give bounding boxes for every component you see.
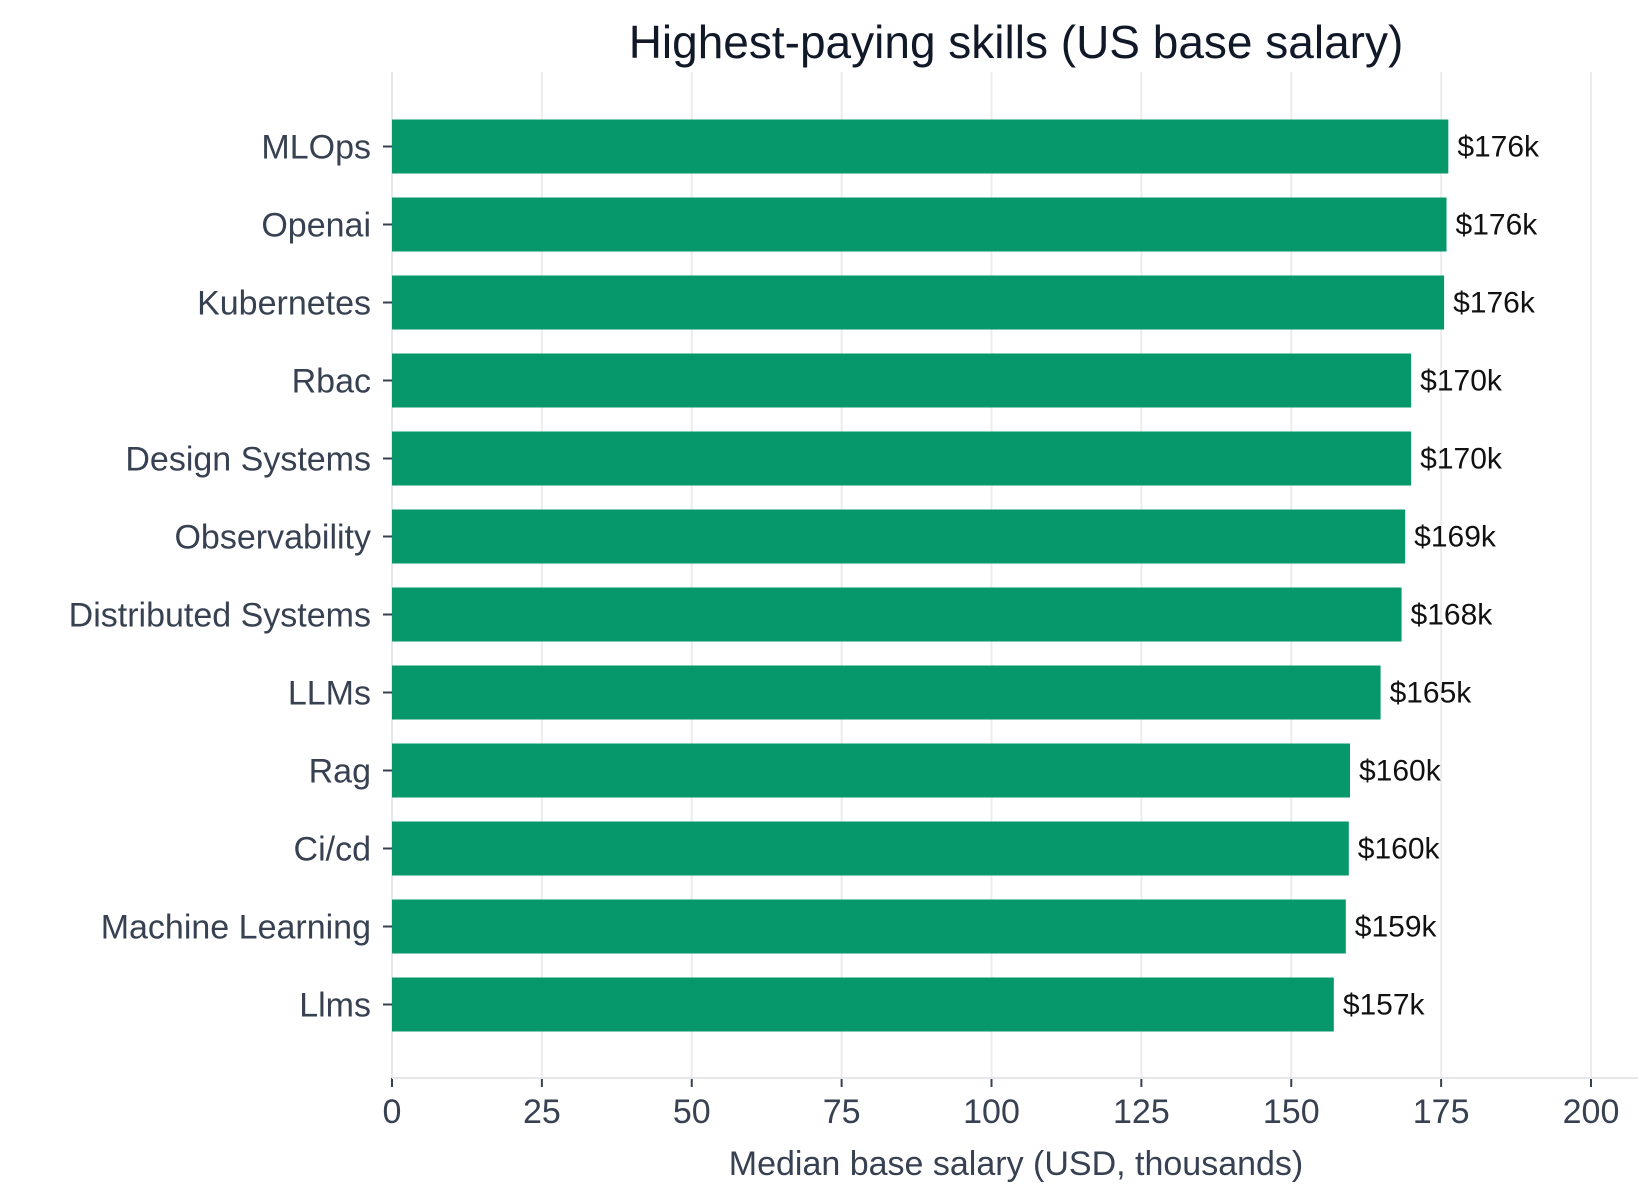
- y-tick-label: Observability: [174, 519, 371, 557]
- y-tick-label: Distributed Systems: [69, 597, 371, 635]
- bar-ci-cd: [392, 821, 1349, 876]
- bar-mlops: [392, 119, 1449, 174]
- x-tick-label: 125: [1113, 1093, 1170, 1131]
- y-tick-label: Openai: [261, 207, 371, 245]
- y-tick-label: Rbac: [292, 363, 371, 401]
- x-tick-label: 50: [673, 1093, 711, 1131]
- bar-rbac: [392, 353, 1412, 408]
- y-tick-label: MLOps: [261, 129, 371, 167]
- y-tick-label: Design Systems: [125, 441, 371, 479]
- bar-openai: [392, 197, 1447, 252]
- x-tick-label: 175: [1413, 1093, 1470, 1131]
- bar-value-label: $176k: [1457, 131, 1540, 164]
- bar-value-label: $169k: [1414, 521, 1497, 554]
- bar-value-label: $168k: [1411, 599, 1494, 632]
- bar-layer: [392, 119, 1449, 1032]
- bar-machine-learning: [392, 899, 1346, 954]
- bar-value-label: $170k: [1420, 443, 1503, 476]
- bar-llms: [392, 977, 1334, 1032]
- y-tick-label: Rag: [309, 753, 371, 791]
- y-tick-label: Kubernetes: [197, 285, 371, 323]
- y-tick-label: Llms: [299, 987, 371, 1025]
- chart-title: Highest-paying skills (US base salary): [629, 16, 1404, 68]
- y-tick-label: Ci/cd: [294, 831, 371, 869]
- label-layer: MLOps $176k Openai $176k Kubernetes $176k Rbac…: [69, 129, 1540, 1025]
- x-tick-label: 150: [1263, 1093, 1320, 1131]
- y-tick-label: LLMs: [288, 675, 371, 713]
- bar-design-systems: [392, 431, 1412, 486]
- bar-distributed-systems: [392, 587, 1402, 642]
- bar-value-label: $159k: [1355, 911, 1438, 944]
- bar-value-label: $160k: [1358, 833, 1441, 866]
- bar-value-label: $160k: [1359, 755, 1442, 788]
- x-tick-label: 25: [523, 1093, 561, 1131]
- bar-llms: [392, 665, 1381, 720]
- y-tick-label: Machine Learning: [101, 909, 371, 947]
- x-tick-label: 100: [963, 1093, 1020, 1131]
- bar-observability: [392, 509, 1406, 564]
- x-axis-title: Median base salary (USD, thousands): [729, 1145, 1304, 1183]
- bar-value-label: $176k: [1453, 287, 1536, 320]
- bar-value-label: $165k: [1390, 677, 1473, 710]
- x-tick-label: 75: [823, 1093, 861, 1131]
- bar-value-label: $176k: [1456, 209, 1539, 242]
- bar-rag: [392, 743, 1351, 798]
- bar-value-label: $157k: [1343, 989, 1426, 1022]
- axis-layer: 0 25 50 75 100 125 150 175 200: [383, 72, 1638, 1131]
- bar-value-label: $170k: [1420, 365, 1503, 398]
- x-tick-label: 200: [1563, 1093, 1620, 1131]
- x-tick-label: 0: [383, 1093, 402, 1131]
- bar-kubernetes: [392, 275, 1445, 330]
